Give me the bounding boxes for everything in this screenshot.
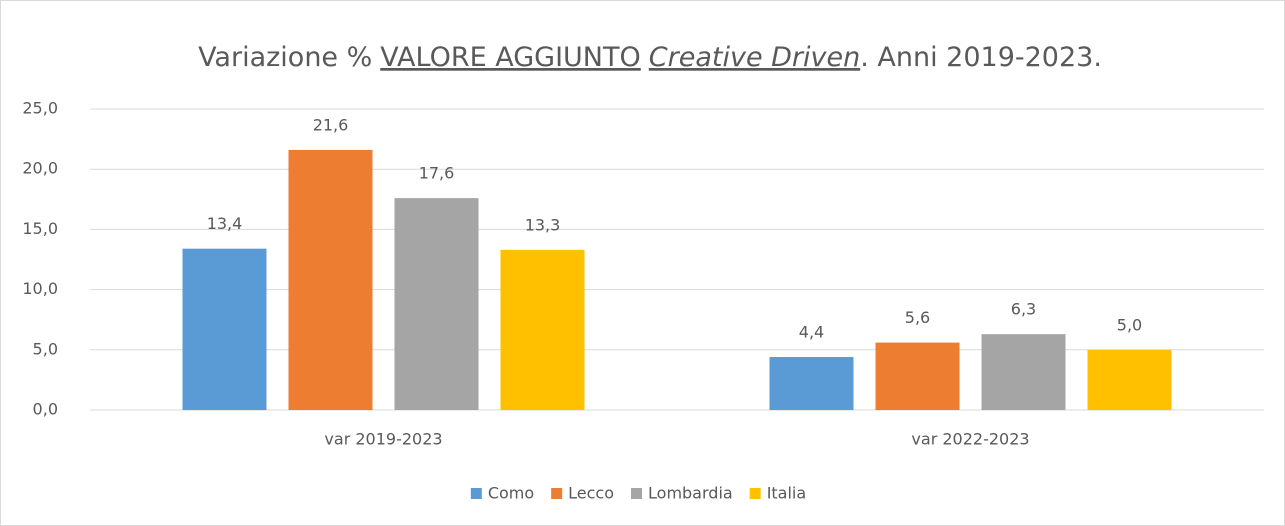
bar [394,198,479,410]
title-part: Creative Driven [649,42,860,73]
bar [1087,349,1172,410]
data-label: 13,4 [207,214,243,233]
bar [500,249,585,410]
legend-swatch [749,488,761,499]
data-label: 5,6 [905,308,930,327]
legend-swatch [470,488,482,499]
data-label: 13,3 [525,215,561,234]
bar [981,334,1066,410]
data-label: 6,3 [1011,300,1036,319]
y-tick-label: 20,0 [22,159,58,178]
x-tick-label: var 2019-2023 [324,430,442,449]
bar [182,248,267,410]
data-label: 5,0 [1117,315,1142,334]
y-tick-label: 5,0 [33,339,58,358]
data-label: 17,6 [419,164,455,183]
legend-label: Como [488,484,534,503]
y-tick-label: 10,0 [22,279,58,298]
title-part: VALORE AGGIUNTO [380,42,640,73]
legend-label: Lecco [568,484,614,503]
y-tick-label: 0,0 [33,400,58,419]
y-tick-label: 25,0 [22,99,58,118]
chart-title: Variazione % VALORE AGGIUNTO Creative Driv… [198,42,1102,73]
legend-label: Italia [767,484,807,503]
legend-label: Lombardia [648,484,733,503]
legend-swatch [551,488,563,499]
y-tick-label: 15,0 [22,219,58,238]
title-part: Variazione % [198,42,372,73]
data-label: 21,6 [313,115,349,134]
bar [769,357,854,410]
title-part: . Anni 2019-2023. [860,42,1102,73]
bar [288,149,373,410]
data-label: 4,4 [799,323,824,342]
bar [875,342,960,410]
legend-swatch [631,488,643,499]
x-tick-label: var 2022-2023 [911,430,1029,449]
